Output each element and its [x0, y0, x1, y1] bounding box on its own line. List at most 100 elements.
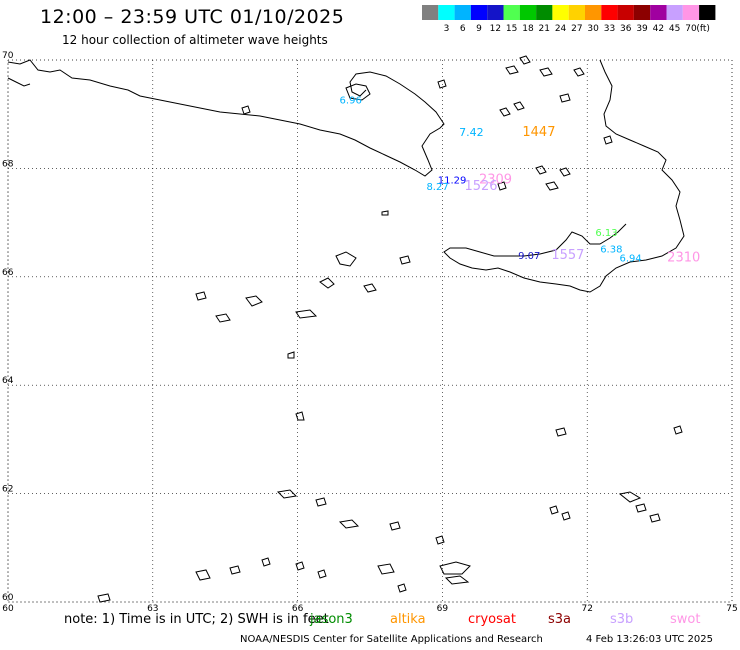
map-frame [7, 59, 733, 603]
legend-swatch [470, 5, 488, 20]
island [555, 427, 567, 437]
island [635, 503, 647, 513]
wave-height-label: 6.13 [595, 228, 617, 239]
island [261, 557, 271, 567]
wave-height-label: 2309 [479, 173, 512, 188]
legend-swatch [699, 5, 716, 20]
island [505, 65, 519, 75]
island [561, 511, 571, 521]
island [287, 351, 295, 359]
island [389, 521, 401, 531]
map-grid [7, 59, 733, 603]
island [377, 563, 395, 575]
island [295, 411, 305, 421]
island [345, 83, 371, 101]
lon-tick-label: 75 [726, 604, 737, 614]
map-subtitle: 12 hour collection of altimeter wave hei… [62, 33, 328, 47]
island [444, 575, 470, 585]
legend-swatch [666, 5, 683, 20]
island [319, 277, 335, 289]
island [97, 593, 111, 603]
lon-tick-label: 69 [437, 604, 449, 614]
legend-swatch [650, 5, 667, 20]
legend-swatch [601, 5, 618, 20]
island [519, 55, 531, 65]
legend-tick-label: 33 [604, 24, 615, 34]
island [573, 67, 585, 77]
legend-swatch [487, 5, 504, 20]
lon-tick-label: 66 [292, 604, 304, 614]
satellite-name: cryosat [468, 612, 516, 627]
island [499, 107, 511, 117]
island [437, 79, 447, 89]
island [545, 181, 559, 191]
island [276, 489, 298, 499]
wave-height-label: 9.07 [518, 251, 540, 262]
legend-swatch [503, 5, 520, 20]
lat-tick-label: 66 [2, 268, 14, 278]
legend-tick-label: 3 [444, 24, 450, 34]
satellite-name: jason3 [310, 612, 353, 627]
legend-tick-label: 39 [636, 24, 648, 34]
island [513, 101, 525, 111]
source-credit: NOAA/NESDIS Center for Satellite Applica… [240, 634, 543, 645]
wave-height-label: 1557 [551, 248, 584, 263]
island [539, 67, 553, 77]
wave-height-label: 1526 [464, 179, 497, 194]
coastline-peninsula [7, 77, 31, 87]
island [603, 135, 613, 145]
wave-height-label: 6.38 [600, 244, 622, 255]
island [195, 569, 211, 581]
coastline [7, 55, 685, 603]
island [435, 535, 445, 545]
coastline-east [443, 59, 685, 293]
wave-height-labels: 6.96 7.42 1447 11.29 2309 8.27 1526 6.13 6.38 9.0… [340, 95, 701, 265]
lon-tick-label: 72 [581, 604, 592, 614]
coastline-north [7, 59, 445, 177]
legend-swatch [438, 5, 455, 20]
legend-tick-label: 27 [571, 24, 582, 34]
island [295, 309, 318, 319]
satellite-name: altika [390, 612, 426, 627]
island [649, 513, 661, 523]
legend-tick-label: 42 [653, 24, 664, 34]
legend-tick-label: 9 [476, 24, 482, 34]
island [335, 251, 357, 267]
lat-tick-label: 68 [2, 159, 14, 169]
legend-unit: (ft) [696, 24, 710, 34]
island [215, 313, 231, 323]
legend-tick-label: 24 [555, 24, 567, 34]
island [317, 569, 327, 579]
island [673, 425, 683, 435]
legend-tick-label: 12 [490, 24, 501, 34]
legend-swatch [536, 5, 553, 20]
color-legend: 3 6 9 12 15 18 21 24 27 30 33 36 39 42 45 70 (ft) [422, 5, 716, 34]
island [295, 561, 305, 571]
satellite-name: s3a [548, 612, 572, 627]
wave-height-label: 6.96 [340, 95, 362, 106]
legend-swatch [682, 5, 700, 20]
island [363, 283, 377, 293]
satellite-name: s3b [610, 612, 634, 627]
island [338, 519, 360, 529]
legend-swatch [617, 5, 634, 20]
legend-swatch [633, 5, 651, 20]
island [559, 167, 571, 177]
lat-tick-label: 60 [2, 593, 14, 603]
island [315, 497, 327, 507]
legend-swatch [568, 5, 585, 20]
legend-tick-label: 70 [685, 24, 697, 34]
legend-swatch [519, 5, 537, 20]
legend-swatch [454, 5, 471, 20]
legend-tick-label: 18 [522, 24, 534, 34]
island [399, 255, 411, 265]
island [195, 291, 207, 301]
island [381, 210, 389, 216]
legend-tick-label: 45 [669, 24, 680, 34]
lon-tick-label: 60 [2, 604, 14, 614]
wave-height-label: 11.29 [438, 176, 467, 187]
legend-tick-label: 36 [620, 24, 632, 34]
wave-height-label: 6.94 [620, 254, 642, 265]
